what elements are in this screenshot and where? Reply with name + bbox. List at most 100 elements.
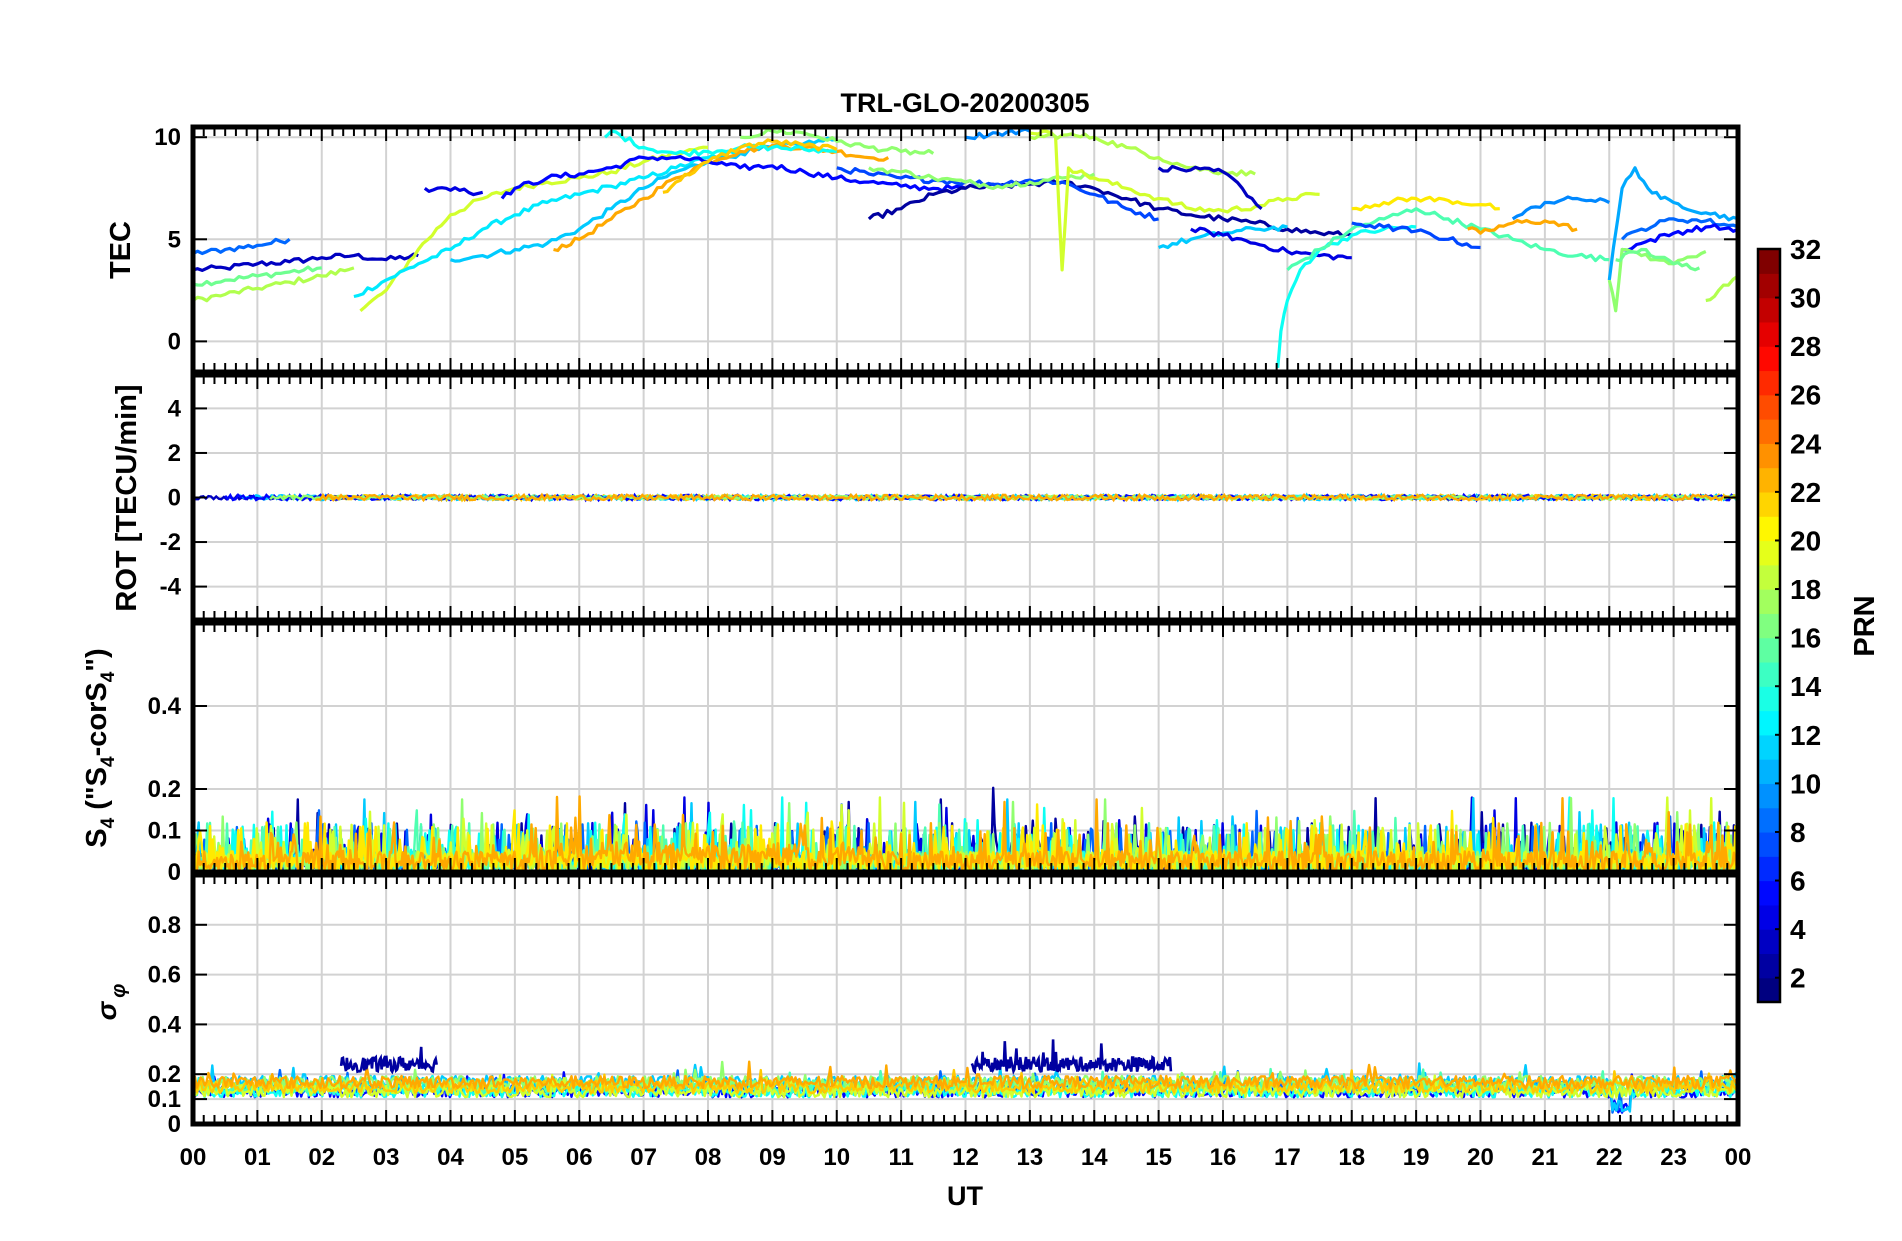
y-tick-label: 0.8 bbox=[148, 912, 181, 939]
x-axis-label: UT bbox=[947, 1181, 983, 1211]
y-tick-label: 0.1 bbox=[148, 1086, 181, 1113]
x-tick-label: 22 bbox=[1596, 1144, 1623, 1171]
tec-series-prn-4 bbox=[423, 186, 484, 197]
tec-series-prn-16 bbox=[1615, 247, 1701, 272]
sigma-elevated-prn-2 bbox=[339, 1046, 438, 1075]
colorbar-tick-label: 6 bbox=[1790, 866, 1806, 897]
x-tick-label: 05 bbox=[502, 1144, 529, 1171]
tec-series-prn-18 bbox=[1705, 274, 1738, 303]
ylabel-part: ("S bbox=[81, 767, 113, 818]
colorbar-segment bbox=[1758, 589, 1780, 614]
y-axis-label-s4: S4 ("S4-corS4") bbox=[81, 648, 119, 847]
x-tick-label: 15 bbox=[1145, 1144, 1172, 1171]
colorbar-segment bbox=[1758, 346, 1780, 372]
y-tick-label: -2 bbox=[160, 529, 181, 556]
sigma-series-prn-19 bbox=[193, 1071, 1738, 1099]
colorbar-tick-label: 12 bbox=[1790, 720, 1821, 751]
x-tick-label: 00 bbox=[1725, 1144, 1752, 1171]
frame-layer bbox=[190, 124, 1741, 1127]
colorbar-tick-label: 22 bbox=[1790, 477, 1821, 508]
colorbar-segment bbox=[1758, 370, 1780, 396]
tec-series-prn-18 bbox=[193, 266, 355, 303]
colorbar-segment bbox=[1758, 443, 1780, 469]
colorbar-segment bbox=[1758, 297, 1780, 323]
colorbar-segment bbox=[1758, 710, 1780, 736]
tec-series-prn-16 bbox=[193, 265, 322, 287]
y-tick-label: 10 bbox=[154, 124, 181, 151]
sigma-series-prn-17 bbox=[193, 1060, 1737, 1090]
x-tick-label: 07 bbox=[630, 1144, 657, 1171]
tec-series-prn-7 bbox=[1351, 221, 1481, 250]
tec-series-prn-8 bbox=[1620, 217, 1738, 241]
colorbar-segment bbox=[1758, 467, 1780, 493]
colorbar-frame bbox=[1756, 247, 1782, 1004]
tec-series-prn-8 bbox=[193, 237, 291, 256]
tec-series-prn-22 bbox=[662, 138, 838, 194]
colorbar-segment bbox=[1758, 904, 1780, 930]
tec-series-prn-15 bbox=[1286, 207, 1610, 272]
colorbar-tick-label: 24 bbox=[1790, 428, 1822, 459]
y-axis-label-tec: TEC bbox=[105, 221, 137, 279]
ylabel-part: S bbox=[81, 828, 113, 847]
x-tick-label: 10 bbox=[823, 1144, 850, 1171]
y-tick-label: 0.4 bbox=[148, 693, 182, 720]
x-tick-label: 19 bbox=[1403, 1144, 1430, 1171]
colorbar-tick-label: 2 bbox=[1790, 963, 1806, 994]
tec-series-prn-19 bbox=[359, 145, 709, 313]
colorbar-segment bbox=[1758, 540, 1780, 566]
colorbar-tick-label: 10 bbox=[1790, 768, 1821, 799]
tec-series-prn-11 bbox=[1158, 224, 1288, 250]
rot-series-prn-23 bbox=[315, 492, 1738, 503]
x-tick-label: 06 bbox=[566, 1144, 593, 1171]
ylabel-subscript: 4 bbox=[98, 671, 119, 682]
colorbar-segment bbox=[1758, 419, 1780, 444]
y-tick-label: 0.1 bbox=[148, 818, 181, 845]
colorbar-segment bbox=[1758, 783, 1780, 809]
y-tick-label: 0 bbox=[168, 1111, 181, 1138]
tec-series-prn-9 bbox=[1511, 195, 1610, 221]
ylabel-part: ") bbox=[81, 648, 113, 671]
x-tick-label: 00 bbox=[180, 1144, 207, 1171]
sigma-series-prn-23 bbox=[193, 1060, 1738, 1090]
colorbar-segment bbox=[1758, 661, 1780, 687]
colorbar-segment bbox=[1758, 856, 1780, 882]
x-tick-label: 03 bbox=[373, 1144, 400, 1171]
colorbar-segment bbox=[1758, 249, 1780, 274]
colorbar-tick-label: 20 bbox=[1790, 525, 1821, 556]
ylabel-subscript: 4 bbox=[98, 817, 119, 828]
y-tick-label: 0 bbox=[168, 328, 181, 355]
panel-1-series bbox=[193, 492, 1738, 503]
y-tick-label: 0.4 bbox=[148, 1011, 182, 1038]
y-tick-label: 0 bbox=[168, 485, 181, 512]
x-tick-label: 12 bbox=[952, 1144, 979, 1171]
colorbar-tick-label: 28 bbox=[1790, 331, 1821, 362]
tec-series-prn-21 bbox=[1351, 195, 1500, 212]
y-tick-label: 0.2 bbox=[148, 1061, 181, 1088]
colorbar-tick-label: 8 bbox=[1790, 817, 1806, 848]
ylabel-part: -corS bbox=[81, 682, 113, 756]
label-layer: TRL-GLO-20200305 UT 0510-4-202400.10.20.… bbox=[81, 88, 1751, 1211]
y-tick-label: -4 bbox=[160, 574, 182, 601]
x-tick-label: 17 bbox=[1274, 1144, 1301, 1171]
tec-series-prn-13 bbox=[603, 129, 838, 158]
tec-series-prn-23 bbox=[1467, 218, 1578, 235]
colorbar-tick-label: 16 bbox=[1790, 623, 1821, 654]
grid-layer bbox=[193, 127, 1738, 1125]
x-tick-label: 09 bbox=[759, 1144, 786, 1171]
colorbar-segment bbox=[1758, 977, 1780, 1003]
tec-series-prn-4 bbox=[1190, 226, 1352, 261]
colorbar-segment bbox=[1758, 759, 1780, 784]
panel-3-series bbox=[193, 1039, 1738, 1114]
tec-series-prn-18 bbox=[1029, 132, 1256, 177]
tec-series-prn-5 bbox=[1621, 223, 1738, 252]
colorbar-segment bbox=[1758, 613, 1780, 639]
tec-series-prn-23 bbox=[553, 142, 890, 253]
tec-series-prn-3 bbox=[1157, 164, 1263, 210]
colorbar-tick-label: 4 bbox=[1790, 914, 1806, 945]
colorbar-segment bbox=[1758, 637, 1780, 663]
colorbar-segment bbox=[1758, 273, 1780, 299]
x-tick-label: 20 bbox=[1467, 1144, 1494, 1171]
colorbar-segment bbox=[1758, 564, 1780, 590]
x-tick-label: 08 bbox=[695, 1144, 722, 1171]
